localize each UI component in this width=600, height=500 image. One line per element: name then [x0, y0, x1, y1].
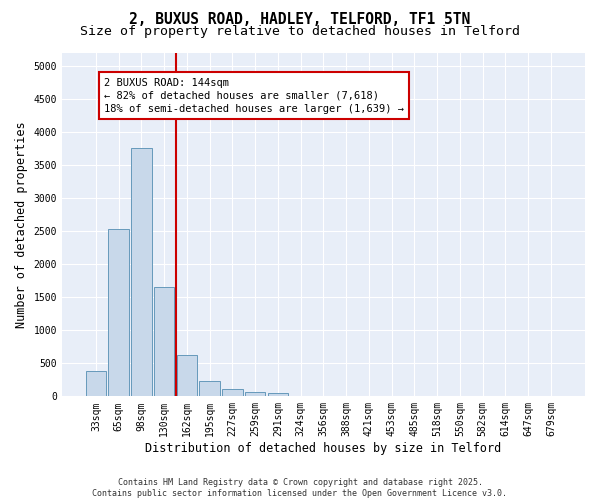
Bar [245, 392, 265, 396]
Bar [131, 148, 152, 396]
Bar [154, 287, 175, 397]
Bar [109, 229, 129, 396]
Text: 2, BUXUS ROAD, HADLEY, TELFORD, TF1 5TN: 2, BUXUS ROAD, HADLEY, TELFORD, TF1 5TN [130, 12, 470, 28]
X-axis label: Distribution of detached houses by size in Telford: Distribution of detached houses by size … [145, 442, 502, 455]
Bar [86, 371, 106, 396]
Text: Contains HM Land Registry data © Crown copyright and database right 2025.
Contai: Contains HM Land Registry data © Crown c… [92, 478, 508, 498]
Bar [222, 389, 242, 396]
Bar [199, 381, 220, 396]
Bar [268, 394, 288, 396]
Bar [177, 356, 197, 397]
Text: Size of property relative to detached houses in Telford: Size of property relative to detached ho… [80, 25, 520, 38]
Y-axis label: Number of detached properties: Number of detached properties [15, 121, 28, 328]
Text: 2 BUXUS ROAD: 144sqm
← 82% of detached houses are smaller (7,618)
18% of semi-de: 2 BUXUS ROAD: 144sqm ← 82% of detached h… [104, 78, 404, 114]
